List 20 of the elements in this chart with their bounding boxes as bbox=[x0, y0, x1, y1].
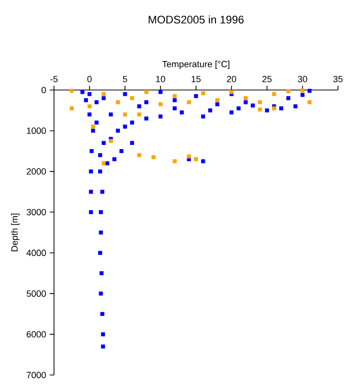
chart-title: MODS2005 in 1996 bbox=[148, 15, 244, 24]
y-tick-label: 4000 bbox=[26, 250, 46, 256]
y-tick-label: 6000 bbox=[26, 331, 46, 338]
x-tick-label: 0 bbox=[87, 76, 92, 82]
x-axis-title: Temperature [°C] bbox=[162, 60, 230, 70]
y-tick-label: 2000 bbox=[26, 168, 46, 175]
y-axis-title: Depth [m] bbox=[11, 214, 20, 252]
x-tick-label: 10 bbox=[156, 76, 166, 82]
y-tick-label: 7000 bbox=[26, 372, 46, 378]
x-tick-label: -5 bbox=[50, 76, 58, 82]
x-tick-label: 30 bbox=[298, 76, 308, 82]
x-tick-label: 5 bbox=[122, 76, 128, 82]
y-tick-label: 5000 bbox=[26, 290, 46, 297]
x-tick-label: 35 bbox=[333, 76, 343, 82]
y-tick-label: 1000 bbox=[26, 128, 46, 134]
y-tick-label: 0 bbox=[42, 86, 46, 94]
x-tick-label: 20 bbox=[226, 76, 236, 82]
x-tick-label: 15 bbox=[192, 76, 201, 82]
y-tick-label: 3000 bbox=[26, 208, 46, 216]
x-tick-label: 25 bbox=[262, 76, 272, 82]
